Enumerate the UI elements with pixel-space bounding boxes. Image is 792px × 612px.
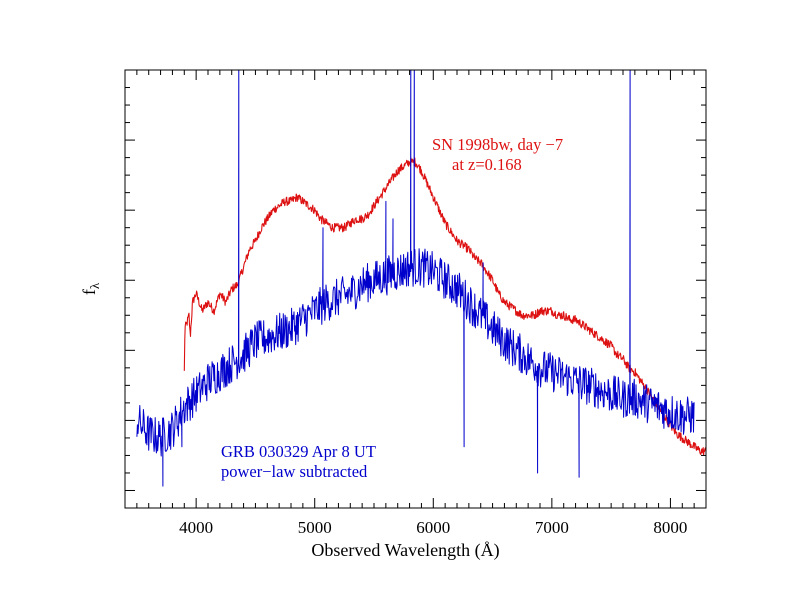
x-tick-label: 5000 <box>298 518 332 537</box>
x-tick-label: 7000 <box>535 518 569 537</box>
sn-annotation-line: SN 1998bw, day −7 <box>432 135 563 154</box>
series-line-red <box>183 157 706 456</box>
x-tick-label: 8000 <box>653 518 687 537</box>
y-axis-label-main: f <box>79 289 99 295</box>
spectrum-traces <box>136 70 706 487</box>
y-axis-label: fλ <box>79 282 102 295</box>
series-line-blue <box>136 70 695 487</box>
grb-annotation-line: GRB 030329 Apr 8 UT <box>221 442 376 461</box>
y-axis-label-subscript: λ <box>87 282 102 289</box>
plot-frame <box>124 69 707 509</box>
x-tick-label: 4000 <box>179 518 213 537</box>
grb-annotation-line: power−law subtracted <box>221 462 368 481</box>
axis-ticks <box>125 69 707 509</box>
x-tick-labels: 4000 5000 6000 7000 8000 <box>179 518 687 537</box>
x-tick-label: 6000 <box>416 518 450 537</box>
x-axis-label: Observed Wavelength (Å) <box>311 540 499 561</box>
annotations: SN 1998bw, day −7at z=0.168 GRB 030329 Ap… <box>221 135 563 481</box>
sn-annotation-line: at z=0.168 <box>452 155 522 174</box>
